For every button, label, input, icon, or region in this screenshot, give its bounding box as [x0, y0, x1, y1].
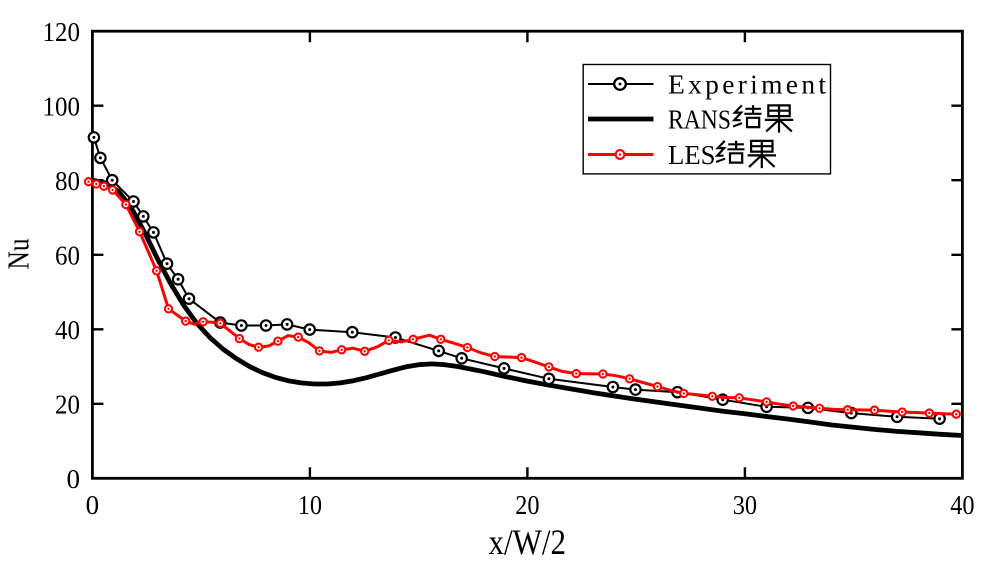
svg-text:Nu: Nu	[1, 239, 36, 270]
svg-text:20: 20	[515, 490, 539, 520]
svg-text:x/W/2: x/W/2	[489, 522, 567, 562]
svg-text:100: 100	[43, 91, 81, 121]
svg-text:40: 40	[950, 490, 974, 520]
svg-text:30: 30	[733, 490, 757, 520]
svg-text:40: 40	[55, 315, 80, 345]
svg-text:60: 60	[55, 241, 80, 271]
svg-text:10: 10	[298, 490, 322, 520]
svg-text:20: 20	[55, 390, 80, 420]
svg-text:0: 0	[67, 464, 81, 494]
svg-text:LES: LES	[668, 139, 716, 170]
svg-text:80: 80	[55, 166, 80, 196]
svg-text:0: 0	[86, 490, 100, 520]
svg-text:120: 120	[43, 17, 81, 47]
svg-text:RANS: RANS	[668, 103, 731, 134]
